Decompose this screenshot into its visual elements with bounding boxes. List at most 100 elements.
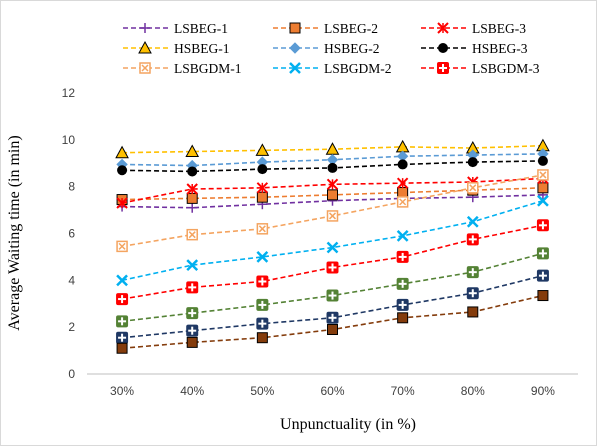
data-point: [467, 157, 478, 168]
x-tick-label: 30%: [110, 384, 134, 398]
legend-label: HSBEG-3: [472, 41, 528, 56]
data-point: [326, 210, 339, 222]
legend-item: LSBEG-1: [123, 21, 228, 36]
data-point: [115, 145, 129, 159]
data-point: [186, 183, 198, 195]
legend-item: HSBEG-3: [421, 41, 528, 56]
y-tick-label: 12: [62, 86, 76, 100]
legend-label: HSBEG-2: [324, 41, 380, 56]
data-point: [327, 162, 338, 173]
data-point: [256, 191, 268, 203]
data-point: [536, 269, 549, 282]
legend-item: LSBEG-3: [421, 21, 526, 36]
legend-label: LSBEG-3: [472, 21, 526, 36]
series-hsbeg-3: [117, 155, 548, 177]
x-tick-label: 70%: [391, 384, 415, 398]
x-tick-label: 90%: [531, 384, 555, 398]
data-point: [325, 142, 340, 155]
data-point: [537, 194, 549, 207]
x-tick-label: 50%: [250, 384, 274, 398]
data-point: [326, 261, 339, 274]
data-point: [466, 266, 479, 279]
legend: LSBEG-1 LSBEG-2 LSBEG-3 HSBEG-1 HSBEG-2 HSBEG…: [123, 21, 540, 76]
data-point: [537, 155, 548, 166]
data-point: [116, 331, 129, 344]
data-point: [396, 229, 409, 242]
series-unlabeled-9: [116, 247, 549, 328]
y-tick-label: 0: [68, 367, 75, 381]
data-point: [327, 324, 338, 336]
data-point: [256, 332, 268, 344]
data-point: [256, 182, 269, 194]
legend-item: LSBGDM-1: [123, 61, 242, 76]
legend-label: HSBEG-1: [174, 41, 230, 56]
legend-item: LSBGDM-2: [273, 61, 392, 76]
data-point: [536, 219, 549, 232]
series-unlabeled-10: [116, 269, 549, 344]
data-point: [116, 197, 128, 209]
data-point: [326, 178, 339, 191]
legend-marker: [289, 22, 301, 34]
data-point: [117, 165, 128, 176]
data-point: [186, 324, 199, 337]
data-point: [326, 241, 339, 254]
data-point: [396, 177, 409, 189]
series-hsbeg-1: [115, 138, 550, 159]
legend-marker: [437, 62, 449, 74]
legend-marker: [139, 62, 151, 74]
data-point: [537, 182, 549, 194]
y-tick-label: 2: [68, 320, 75, 334]
data-point: [397, 159, 408, 170]
data-point: [186, 281, 199, 294]
data-point: [396, 250, 409, 263]
x-tick-label: 60%: [320, 384, 344, 398]
legend-marker: [289, 42, 301, 54]
y-tick-label: 4: [68, 273, 75, 287]
y-tick-label: 6: [68, 227, 75, 241]
data-point: [186, 192, 198, 204]
data-point: [327, 189, 338, 201]
data-point: [186, 307, 199, 320]
data-point: [116, 274, 128, 287]
legend-label: LSBGDM-3: [472, 61, 540, 76]
legend-item: HSBEG-1: [123, 40, 230, 56]
data-point: [186, 336, 198, 348]
data-point: [326, 289, 339, 302]
data-point: [255, 143, 270, 156]
plot-area: [115, 138, 550, 354]
legend-item: LSBEG-2: [273, 21, 378, 36]
data-point: [256, 251, 269, 263]
legend-marker: [289, 62, 301, 74]
data-point: [116, 315, 129, 328]
data-point: [396, 298, 409, 311]
x-axis-title: Unpunctuality (in %): [280, 416, 416, 433]
y-tick-label: 8: [68, 180, 75, 194]
data-point: [116, 293, 129, 306]
series-unlabeled-11: [116, 290, 549, 354]
legend-label: LSBGDM-2: [324, 61, 392, 76]
data-point: [466, 287, 479, 300]
data-point: [467, 182, 479, 194]
data-point: [256, 275, 269, 288]
legend-label: LSBGDM-1: [174, 61, 242, 76]
data-point: [256, 317, 269, 330]
data-point: [537, 169, 549, 181]
data-point: [396, 196, 409, 208]
data-point: [397, 187, 409, 199]
series-lsbgdm-2: [116, 194, 549, 287]
data-point: [397, 312, 409, 324]
legend-marker: [138, 40, 152, 54]
legend-marker: [140, 23, 150, 33]
legend-marker: [438, 43, 448, 53]
x-tick-label: 40%: [180, 384, 204, 398]
data-point: [116, 342, 128, 354]
axes: 0 2 4 6 8 10 12 30% 40% 50% 60% 70% 80% 90%: [62, 86, 578, 398]
legend-item: HSBEG-2: [273, 41, 380, 56]
data-point: [256, 223, 269, 235]
legend-marker: [437, 22, 449, 34]
data-point: [467, 306, 479, 318]
data-point: [116, 240, 128, 253]
y-axis-title: Average Waiting time (in min): [6, 135, 23, 330]
